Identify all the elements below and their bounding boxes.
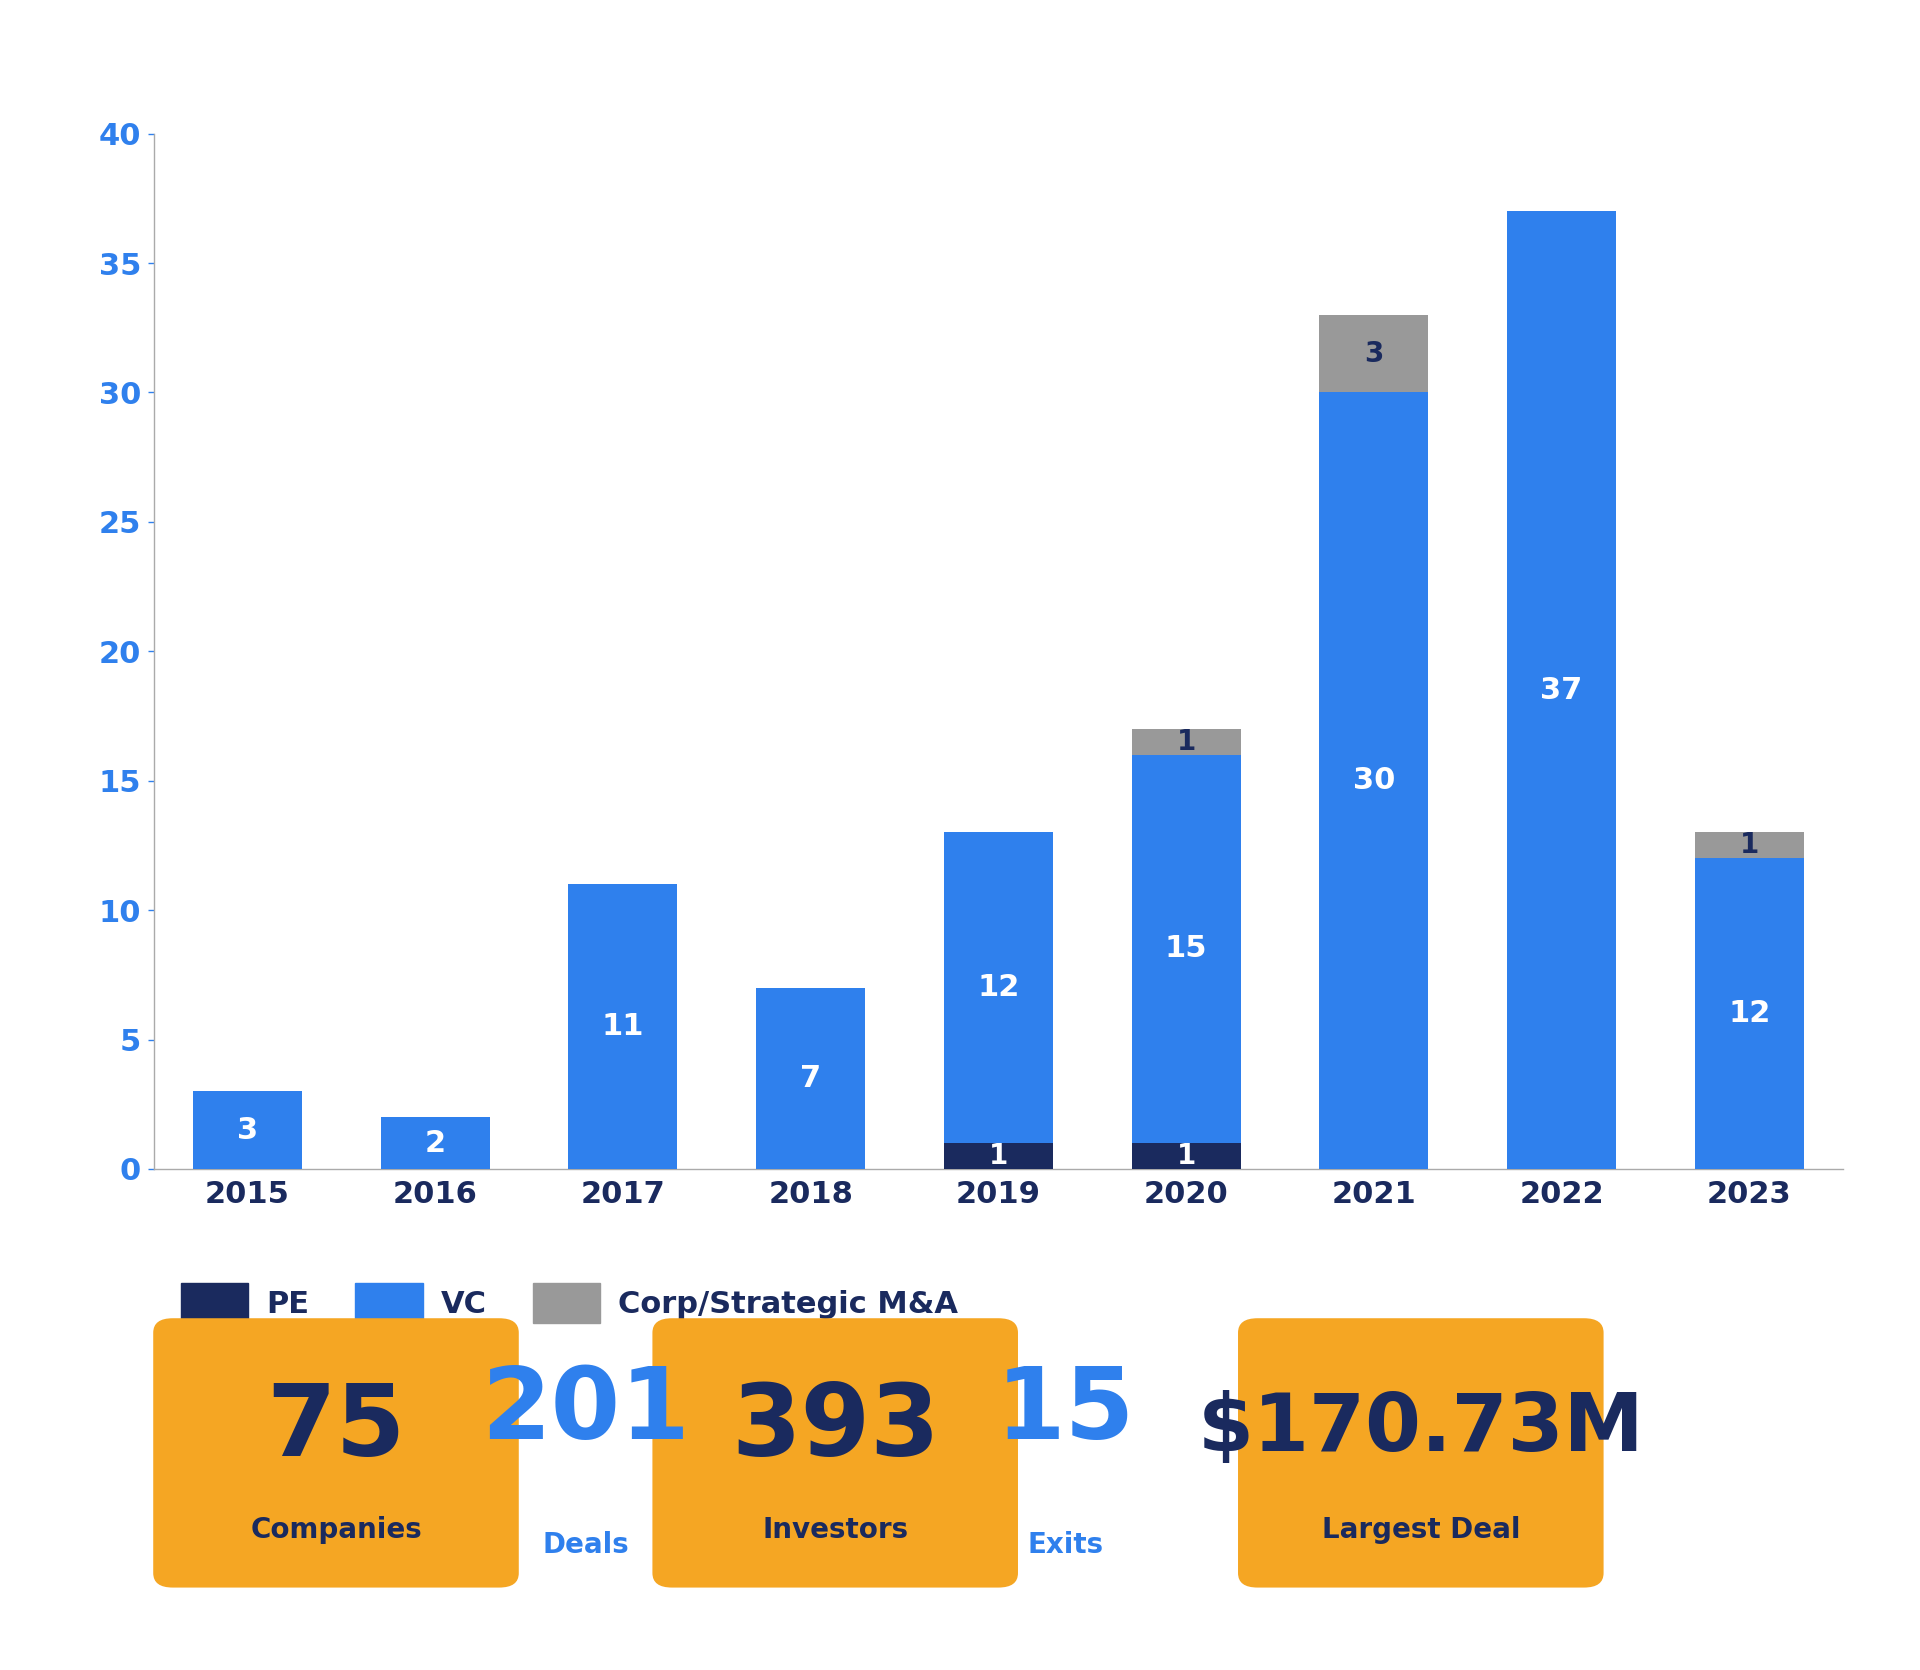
Text: 3: 3 xyxy=(236,1116,257,1144)
FancyBboxPatch shape xyxy=(653,1318,1018,1588)
Legend: PE, VC, Corp/Strategic M&A: PE, VC, Corp/Strategic M&A xyxy=(169,1271,972,1334)
Bar xyxy=(1131,755,1240,1142)
FancyBboxPatch shape xyxy=(1238,1318,1603,1588)
Text: 1: 1 xyxy=(1177,728,1196,757)
Text: 75: 75 xyxy=(267,1381,405,1478)
Bar xyxy=(1695,833,1803,858)
Bar xyxy=(1507,212,1617,1169)
Text: 3: 3 xyxy=(1365,339,1384,367)
Text: 2: 2 xyxy=(424,1129,445,1157)
Bar xyxy=(945,833,1052,1142)
Text: Companies: Companies xyxy=(250,1516,422,1543)
Bar xyxy=(1131,1142,1240,1169)
Bar xyxy=(1695,858,1803,1169)
Text: 30: 30 xyxy=(1354,767,1396,795)
Bar xyxy=(1319,314,1428,392)
Bar xyxy=(756,989,866,1169)
Text: 7: 7 xyxy=(801,1064,822,1092)
Text: 12: 12 xyxy=(977,974,1020,1002)
Text: 201: 201 xyxy=(482,1363,689,1460)
Bar xyxy=(568,885,678,1169)
Bar xyxy=(194,1092,301,1169)
Text: Investors: Investors xyxy=(762,1516,908,1543)
Text: 37: 37 xyxy=(1540,676,1582,705)
Text: $170.73M: $170.73M xyxy=(1198,1389,1644,1468)
Bar xyxy=(945,1142,1052,1169)
Text: Exits: Exits xyxy=(1027,1531,1104,1558)
FancyBboxPatch shape xyxy=(154,1318,518,1588)
Bar xyxy=(380,1117,490,1169)
Bar xyxy=(1131,728,1240,755)
Text: Deals: Deals xyxy=(541,1531,630,1558)
Bar xyxy=(1319,392,1428,1169)
Text: 15: 15 xyxy=(1165,935,1208,964)
Text: 12: 12 xyxy=(1728,999,1770,1029)
Text: 1: 1 xyxy=(989,1142,1008,1171)
Text: 11: 11 xyxy=(601,1012,645,1040)
Text: 15: 15 xyxy=(996,1363,1135,1460)
Text: 393: 393 xyxy=(732,1381,939,1478)
Text: Largest Deal: Largest Deal xyxy=(1321,1516,1521,1543)
Text: 1: 1 xyxy=(1740,832,1759,860)
Text: 1: 1 xyxy=(1177,1142,1196,1171)
